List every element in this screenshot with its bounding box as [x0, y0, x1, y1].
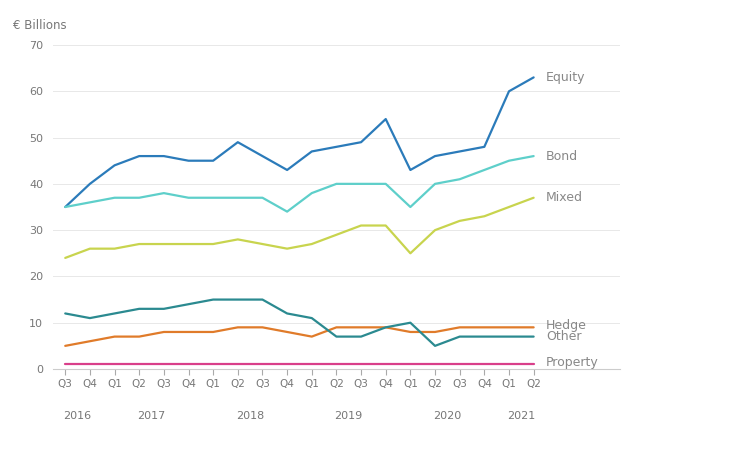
Text: Equity: Equity	[546, 71, 585, 84]
Text: 2017: 2017	[138, 411, 166, 421]
Text: Bond: Bond	[546, 149, 578, 162]
Text: 2019: 2019	[335, 411, 363, 421]
Text: € Billions: € Billions	[13, 19, 67, 32]
Text: 2018: 2018	[236, 411, 265, 421]
Text: 2020: 2020	[433, 411, 461, 421]
Text: Mixed: Mixed	[546, 191, 583, 204]
Text: Hedge: Hedge	[546, 319, 587, 332]
Text: 2016: 2016	[64, 411, 91, 421]
Text: Other: Other	[546, 330, 581, 343]
Text: Property: Property	[546, 356, 599, 369]
Text: 2021: 2021	[507, 411, 535, 421]
